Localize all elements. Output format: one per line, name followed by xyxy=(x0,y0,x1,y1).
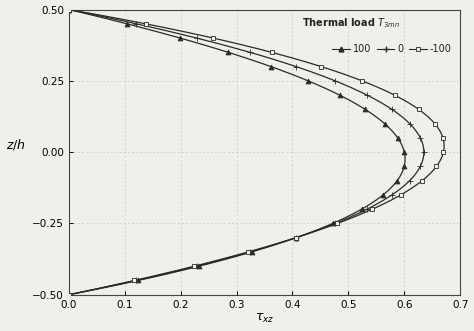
Text: Thermal load $T_{3mn}$: Thermal load $T_{3mn}$ xyxy=(302,17,400,30)
X-axis label: $\tau_{xz}$: $\tau_{xz}$ xyxy=(255,312,274,325)
Legend: 100, 0, -100: 100, 0, -100 xyxy=(328,40,456,58)
Y-axis label: $z/h$: $z/h$ xyxy=(6,137,26,152)
